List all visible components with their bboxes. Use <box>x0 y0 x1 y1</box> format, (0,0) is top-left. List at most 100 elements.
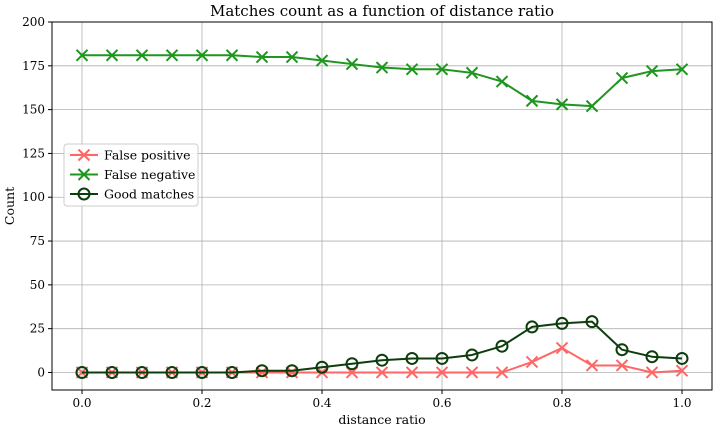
y-tick-label: 200 <box>22 15 45 29</box>
legend-marker <box>77 187 91 201</box>
y-tick-label: 125 <box>22 146 45 160</box>
data-point-false-positive <box>495 366 509 379</box>
legend-entry-false-positive: False positive <box>70 148 190 163</box>
y-tick-label: 25 <box>30 322 45 336</box>
plot-frame <box>51 21 713 391</box>
y-tick-label: 75 <box>30 234 45 248</box>
data-point-good-matches <box>585 315 599 329</box>
data-point-false-positive <box>645 366 659 379</box>
data-point-good-matches <box>435 351 449 365</box>
marker-stroke <box>405 366 419 379</box>
data-point-false-negative <box>405 63 419 76</box>
marker-stroke <box>615 359 629 372</box>
y-tick-label: 0 <box>37 365 45 379</box>
data-point-good-matches <box>555 316 569 330</box>
data-point-good-matches <box>675 351 689 365</box>
data-point-false-positive <box>465 366 479 379</box>
data-point-false-positive <box>405 366 419 379</box>
series-false-negative <box>75 49 689 113</box>
data-point-false-negative <box>495 75 509 88</box>
marker-stroke <box>255 366 269 379</box>
chart-title: Matches count as a function of distance … <box>210 2 554 20</box>
marker-stroke <box>435 63 449 76</box>
data-point-false-positive <box>285 366 299 379</box>
data-point-false-negative <box>105 49 119 62</box>
legend-box <box>63 143 199 207</box>
marker-stroke <box>435 366 449 379</box>
data-point-good-matches <box>525 320 539 334</box>
data-point-good-matches <box>225 365 239 379</box>
marker-stroke <box>105 49 119 62</box>
data-point-false-negative <box>135 49 149 62</box>
data-point-false-negative <box>285 50 299 64</box>
marker-stroke <box>525 94 539 108</box>
data-point-false-positive <box>435 366 449 379</box>
data-point-good-matches <box>495 339 509 353</box>
marker-stroke <box>645 64 659 78</box>
marker-stroke <box>405 63 419 76</box>
series-good-matches <box>75 315 689 379</box>
series-layer <box>75 49 689 379</box>
data-point-good-matches <box>135 365 149 379</box>
data-point-good-matches <box>405 351 419 365</box>
data-point-false-negative <box>75 49 89 62</box>
series-line-good-matches <box>82 320 683 374</box>
axis-ticks: 0.0 0.2 0.4 0.6 0.8 1.0 0 25 50 75 100 125 150 175 200 <box>22 15 691 410</box>
data-point-false-negative <box>555 98 569 111</box>
marker-stroke <box>555 341 569 355</box>
data-point-false-positive <box>555 341 569 355</box>
x-tick-label: 0.2 <box>192 396 211 410</box>
data-point-false-negative <box>645 64 659 78</box>
marker-stroke <box>495 366 509 379</box>
data-point-false-negative <box>255 50 269 64</box>
data-point-false-positive <box>675 364 689 377</box>
marker-stroke <box>585 99 599 113</box>
data-point-false-negative <box>345 57 359 71</box>
data-point-good-matches <box>195 365 209 379</box>
data-point-good-matches <box>255 364 269 378</box>
marker-stroke <box>375 61 389 74</box>
data-point-false-negative <box>675 63 689 76</box>
marker-stroke <box>465 66 479 80</box>
marker-stroke <box>77 168 91 181</box>
marker-stroke <box>375 366 389 379</box>
marker-stroke <box>75 49 89 62</box>
x-tick-label: 1.0 <box>672 396 691 410</box>
marker-stroke <box>645 366 659 379</box>
data-point-false-negative <box>225 49 239 62</box>
y-tick-label: 50 <box>30 278 45 292</box>
marker-stroke <box>285 366 299 379</box>
data-point-good-matches <box>315 360 329 374</box>
data-point-good-matches <box>105 365 119 379</box>
x-axis-label: distance ratio <box>338 412 425 427</box>
marker-stroke <box>315 54 329 67</box>
marker-stroke <box>345 57 359 71</box>
legend: False positive False negative Good matches <box>63 143 199 207</box>
marker-stroke <box>195 49 209 62</box>
legend-label: False negative <box>104 167 195 182</box>
marker-stroke <box>495 75 509 88</box>
data-point-good-matches <box>615 343 629 357</box>
legend-entry-good-matches: Good matches <box>70 187 194 202</box>
data-point-false-positive <box>255 366 269 379</box>
y-tick-label: 100 <box>22 190 45 204</box>
data-point-good-matches <box>165 365 179 379</box>
marker-stroke <box>77 148 91 162</box>
data-point-good-matches <box>285 364 299 378</box>
data-point-false-negative <box>375 61 389 74</box>
data-point-false-positive <box>585 359 599 372</box>
marker-stroke <box>615 71 629 85</box>
legend-label: Good matches <box>104 187 194 202</box>
data-point-false-negative <box>165 49 179 62</box>
data-point-good-matches <box>75 365 89 379</box>
data-point-false-negative <box>195 49 209 62</box>
marker-stroke <box>465 366 479 379</box>
marker-stroke <box>225 49 239 62</box>
marker-stroke <box>165 49 179 62</box>
marker-stroke <box>525 355 539 369</box>
data-point-false-negative <box>525 94 539 108</box>
y-axis-label: Count <box>2 187 17 225</box>
marker-stroke <box>555 98 569 111</box>
